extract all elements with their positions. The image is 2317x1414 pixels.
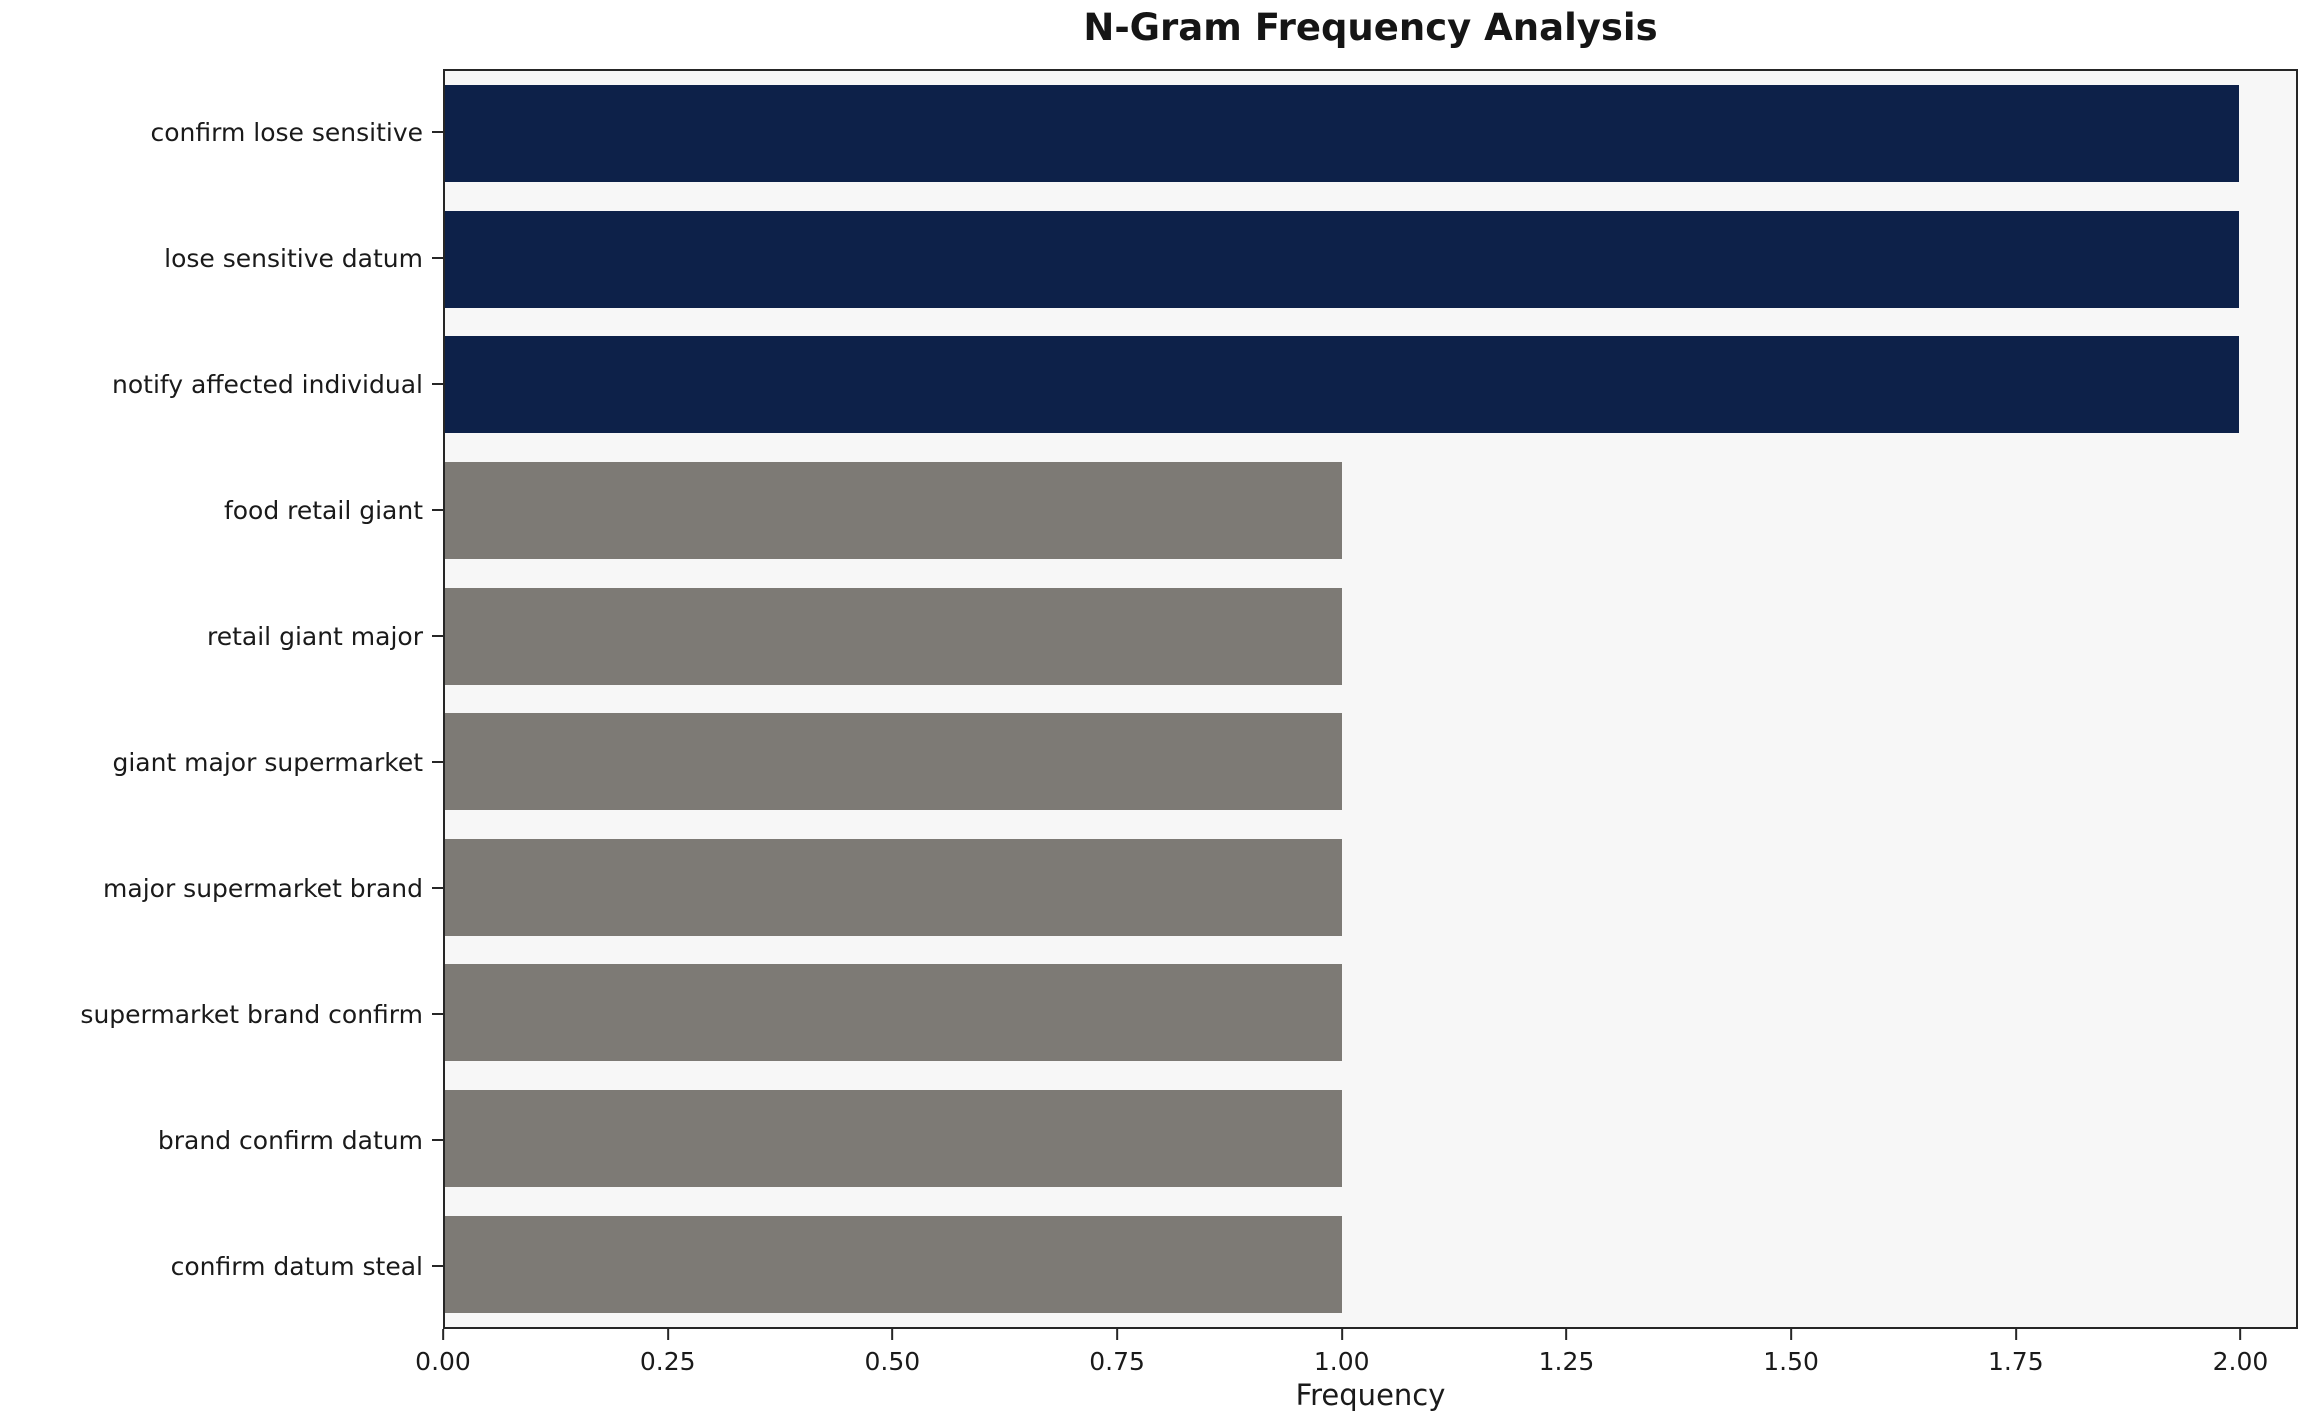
x-tick-label: 1.75 (1987, 1347, 2044, 1376)
bar-row (445, 573, 2296, 699)
x-tickmark (1340, 1329, 1343, 1340)
x-axis-label: Frequency (1295, 1378, 1446, 1412)
y-tick-label-text: brand confirm datum (157, 1125, 423, 1155)
x-tickmark (891, 1329, 894, 1340)
bar (445, 462, 1342, 560)
y-tickmark (432, 509, 443, 511)
x-tickmark (1790, 1329, 1793, 1340)
x-tick-label: 0.75 (1089, 1347, 1145, 1376)
y-tickmark (432, 1265, 443, 1267)
y-tick-label: brand confirm datum (0, 1077, 443, 1203)
x-tick-label: 0.50 (864, 1347, 921, 1376)
x-tick: 1.00 (1314, 1329, 1370, 1376)
y-axis-labels: confirm lose sensitive lose sensitive dat… (0, 69, 443, 1329)
y-tick-label: notify affected individual (0, 321, 443, 447)
x-tick-label: 1.00 (1313, 1347, 1370, 1376)
y-tickmark (432, 1139, 443, 1141)
x-tick-label: 2.00 (2212, 1347, 2269, 1376)
y-tickmark (432, 635, 443, 637)
y-tick-label-text: confirm datum steal (170, 1251, 423, 1281)
bar-row (445, 197, 2296, 323)
y-tick-label: retail giant major (0, 573, 443, 699)
x-tick-label: 0.25 (639, 1347, 696, 1376)
y-tick-label-text: food retail giant (223, 495, 423, 525)
bar (445, 210, 2239, 308)
x-tick: 0.25 (640, 1329, 696, 1376)
x-tickmark (1565, 1329, 1568, 1340)
x-tick: 1.50 (1763, 1329, 1819, 1376)
bar-row (445, 448, 2296, 574)
y-tick-label-text: confirm lose sensitive (150, 117, 423, 147)
x-tick-label: 0.00 (415, 1347, 471, 1376)
y-tick-label: lose sensitive datum (0, 195, 443, 321)
bar (445, 1090, 1342, 1188)
y-tick-label-text: lose sensitive datum (164, 243, 423, 273)
y-tick-label: confirm lose sensitive (0, 69, 443, 195)
y-tick-label: food retail giant (0, 447, 443, 573)
x-tick: 1.25 (1538, 1329, 1595, 1376)
y-tick-label: confirm datum steal (0, 1203, 443, 1329)
bar-row (445, 1201, 2296, 1327)
y-tickmark (432, 761, 443, 763)
y-tick-label: giant major supermarket (0, 699, 443, 825)
x-tick: 1.75 (1988, 1329, 2044, 1376)
x-tick: 2.00 (2212, 1329, 2269, 1376)
bar-rows (445, 71, 2296, 1327)
x-tick-label: 1.50 (1763, 1347, 1819, 1376)
bar (445, 713, 1342, 811)
y-tickmark (432, 1013, 443, 1015)
y-tick-label: major supermarket brand (0, 825, 443, 951)
y-tick-label-text: notify affected individual (112, 369, 423, 399)
x-axis-ticks: 0.00 0.25 0.50 0.75 1.00 1.25 1.50 1.75 2.00 (415, 1329, 2298, 1393)
x-tick-label: 1.25 (1538, 1347, 1595, 1376)
y-tickmark (432, 887, 443, 889)
bar-row (445, 699, 2296, 825)
x-tickmark (666, 1329, 669, 1340)
y-tickmark (432, 131, 443, 133)
y-tick-label: supermarket brand confirm (0, 951, 443, 1077)
bar-row (445, 1076, 2296, 1202)
x-tickmark (1116, 1329, 1119, 1340)
bar-row (445, 950, 2296, 1076)
y-tickmark (432, 383, 443, 385)
bar-row (445, 322, 2296, 448)
x-tickmark (441, 1329, 444, 1340)
y-tick-label-text: major supermarket brand (103, 873, 423, 903)
x-tick: 0.00 (415, 1329, 471, 1376)
bar (445, 336, 2239, 434)
bar (445, 838, 1342, 936)
x-tickmark (2239, 1329, 2242, 1340)
plot-area (443, 69, 2298, 1329)
y-tick-label-text: giant major supermarket (112, 747, 423, 777)
bar (445, 587, 1342, 685)
x-tickmark (2014, 1329, 2017, 1340)
y-tick-label-text: retail giant major (207, 621, 423, 651)
y-tickmark (432, 257, 443, 259)
bar (445, 1215, 1342, 1313)
bar (445, 85, 2239, 183)
y-tick-label-text: supermarket brand confirm (80, 999, 423, 1029)
bar (445, 964, 1342, 1062)
x-tick: 0.50 (864, 1329, 921, 1376)
bar-row (445, 825, 2296, 951)
bar-row (445, 71, 2296, 197)
chart-title: N-Gram Frequency Analysis (1083, 6, 1658, 49)
x-tick: 0.75 (1089, 1329, 1145, 1376)
